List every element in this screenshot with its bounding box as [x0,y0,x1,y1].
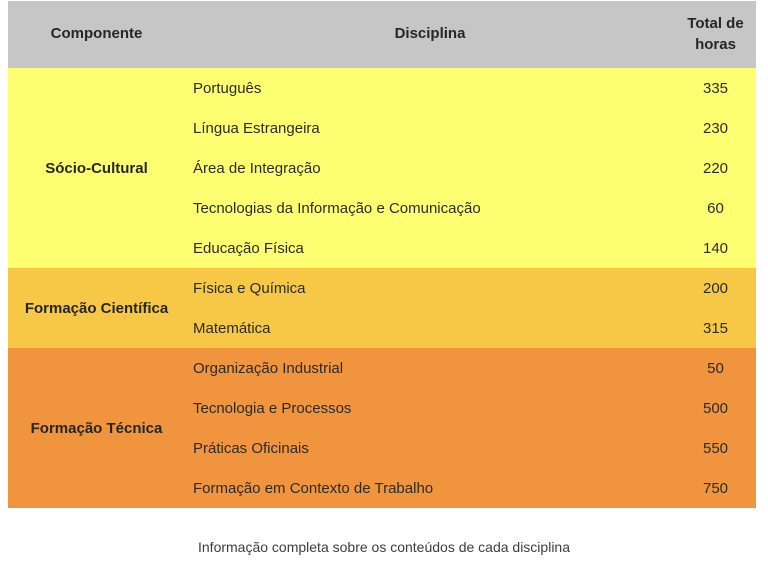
horas-cell: 550 [702,439,729,457]
horas-cell: 200 [702,279,729,297]
horas-cell: 750 [702,479,729,497]
horas-cell: 315 [702,319,729,337]
horas-cell: 500 [702,399,729,417]
disciplina-cell: Formação em Contexto de Trabalho [193,479,434,497]
group-formacao-cientifica: Formação Científica Física e Química 200… [8,268,756,348]
group-socio-cultural: Sócio-Cultural Português 335 Língua Estr… [8,68,756,268]
horas-cell: 220 [702,159,729,177]
disciplina-cell: Matemática [193,319,271,337]
group-formacao-tecnica: Formação Técnica Organização Industrial … [8,348,756,508]
componente-label: Formação Científica [24,299,169,317]
table-row: Formação Técnica Organização Industrial … [8,348,756,437]
horas-cell: 230 [702,119,729,137]
header-total-de-horas: Total de horas [687,15,744,53]
disciplina-cell: Física e Química [193,279,306,297]
disciplina-cell: Práticas Oficinais [193,439,309,457]
horas-cell: 140 [702,239,729,257]
disciplina-cell: Área de Integração [193,159,321,177]
header-row: Componente Disciplina Total de horas [8,1,756,68]
table-row: Formação Científica Física e Química 200 [8,268,756,317]
disciplina-cell: Educação Física [193,239,304,257]
header-disciplina: Disciplina [394,25,466,43]
componente-label: Sócio-Cultural [45,159,148,177]
disciplina-cell: Tecnologia e Processos [193,399,352,417]
course-hours-table: Componente Disciplina Total de horas Sóc… [8,1,756,508]
horas-cell: 335 [702,79,729,97]
disciplina-cell: Língua Estrangeira [193,119,320,137]
table-header: Componente Disciplina Total de horas [8,1,756,68]
disciplina-cell: Organização Industrial [193,359,344,377]
header-componente: Componente [50,25,143,43]
horas-cell: 60 [707,199,724,217]
horas-cell: 50 [707,359,724,377]
disciplina-cell: Português [193,79,262,97]
disciplina-cell: Tecnologias da Informação e Comunicação [193,199,481,217]
componente-label: Formação Técnica [30,419,163,437]
table-row: Sócio-Cultural Português 335 [8,68,756,177]
table-caption: Informação completa sobre os conteúdos d… [198,539,570,555]
